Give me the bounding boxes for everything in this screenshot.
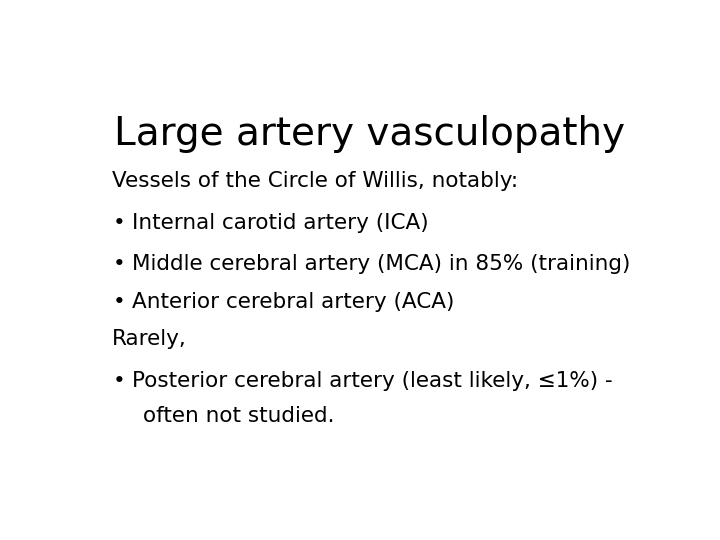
Text: Rarely,: Rarely,: [112, 329, 187, 349]
Text: Anterior cerebral artery (ACA): Anterior cerebral artery (ACA): [132, 292, 454, 312]
Text: often not studied.: often not studied.: [143, 406, 335, 426]
Text: Posterior cerebral artery (least likely, ≤1%) -: Posterior cerebral artery (least likely,…: [132, 371, 613, 391]
Text: Middle cerebral artery (MCA) in 85% (training): Middle cerebral artery (MCA) in 85% (tra…: [132, 254, 630, 274]
Text: •: •: [112, 292, 125, 312]
Text: •: •: [112, 213, 125, 233]
Text: Vessels of the Circle of Willis, notably:: Vessels of the Circle of Willis, notably…: [112, 171, 518, 191]
Text: •: •: [112, 254, 125, 274]
Text: Large artery vasculopathy: Large artery vasculopathy: [114, 114, 624, 153]
Text: Internal carotid artery (ICA): Internal carotid artery (ICA): [132, 213, 428, 233]
Text: •: •: [112, 371, 125, 391]
